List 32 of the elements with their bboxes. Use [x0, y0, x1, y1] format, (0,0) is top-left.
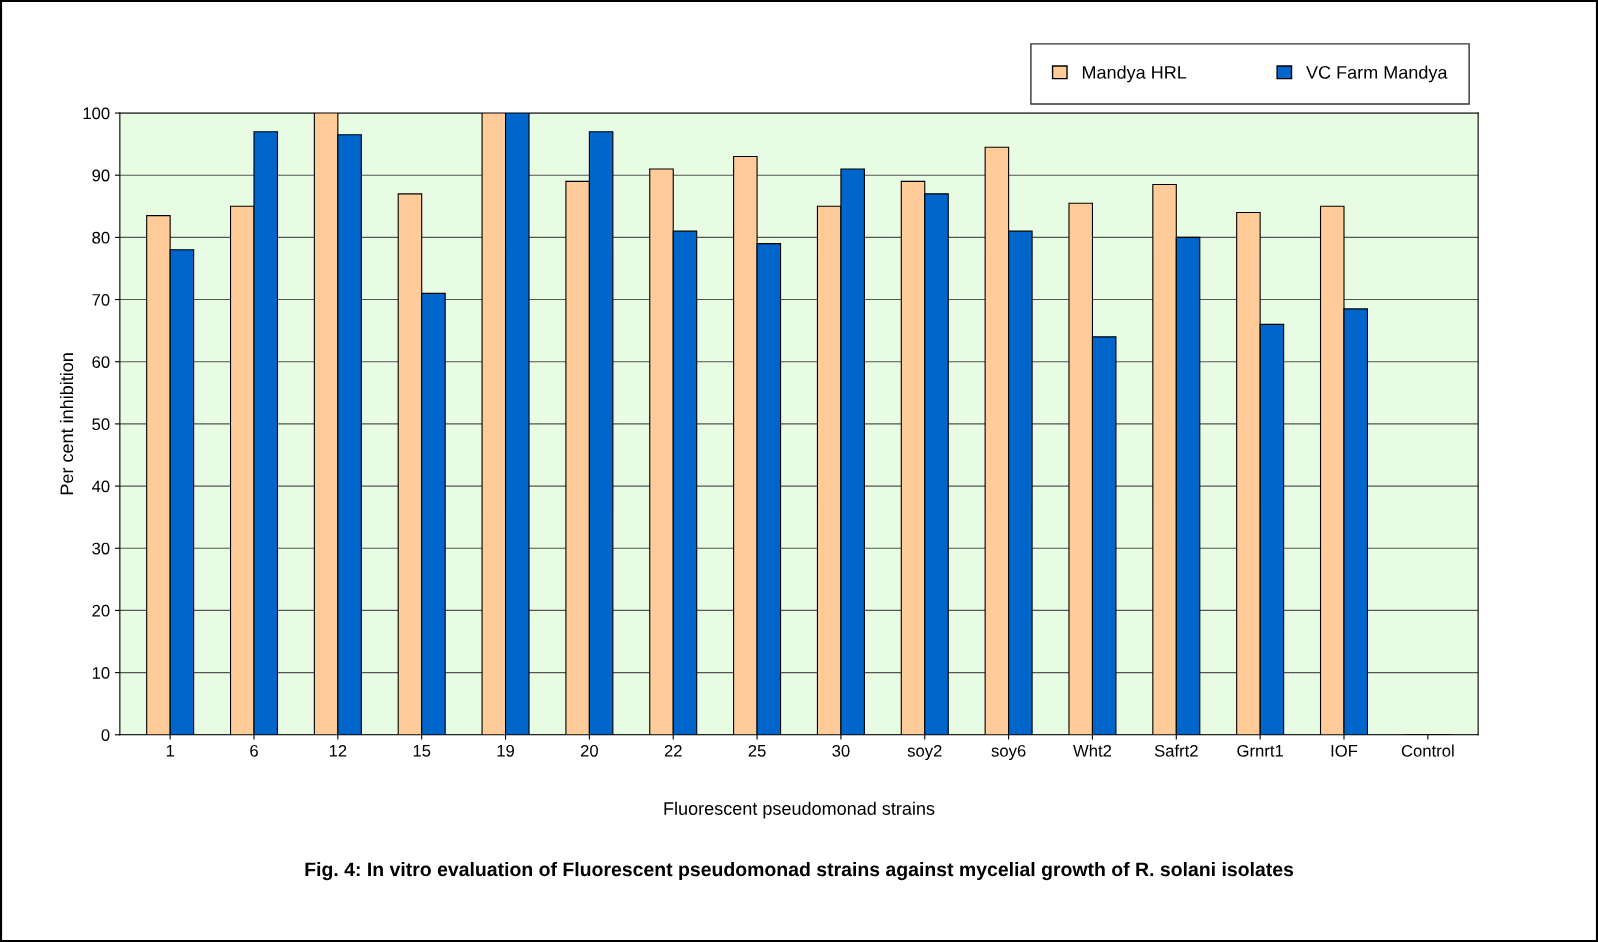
y-tick-label: 10 [92, 666, 110, 679]
legend-label: Mandya HRL [1082, 65, 1187, 83]
y-tick-label: 20 [92, 604, 110, 617]
x-tick-label: 20 [580, 744, 598, 757]
x-tick-label: Wht2 [1073, 744, 1112, 757]
x-tick-label: soy2 [907, 744, 942, 761]
y-axis-title: Per cent inhibition [59, 353, 74, 495]
y-tick-label: 100 [83, 107, 110, 120]
x-tick-label: 30 [832, 744, 850, 757]
x-tick-label: 1 [166, 745, 174, 757]
y-tick-label: 90 [92, 169, 110, 182]
x-tick-label: soy6 [991, 744, 1026, 761]
x-tick-label: 22 [664, 744, 682, 757]
x-tick-label: 6 [250, 744, 258, 757]
x-tick-label: 25 [748, 744, 766, 757]
text: Fig. 4: In vitro evaluation of Fluorescent pseudomonad strains against mycelial growth of R. solani isolates [305, 861, 1294, 881]
x-tick-label: 19 [497, 744, 515, 757]
y-tick-label: 30 [92, 542, 110, 555]
y-tick-label: 80 [92, 231, 110, 244]
y-tick-label: 70 [92, 293, 110, 306]
y-tick-label: 40 [91, 480, 110, 493]
x-tick-label: IOF [1331, 744, 1358, 757]
y-tick-label: 50 [92, 418, 110, 431]
y-tick-label: 0 [101, 729, 110, 741]
x-tick-label: Grnrt1 [1237, 744, 1283, 757]
legend-label: VC Farm Mandya [1306, 65, 1448, 83]
y-tick-label: 60 [92, 356, 110, 368]
x-tick-label: 12 [329, 744, 347, 757]
x-tick-label: Safrt2 [1154, 744, 1198, 757]
x-tick-label: Control [1401, 744, 1454, 757]
x-tick-label: 15 [413, 745, 431, 757]
x-axis-title: Fluorescent pseudomonad strains [664, 801, 935, 819]
